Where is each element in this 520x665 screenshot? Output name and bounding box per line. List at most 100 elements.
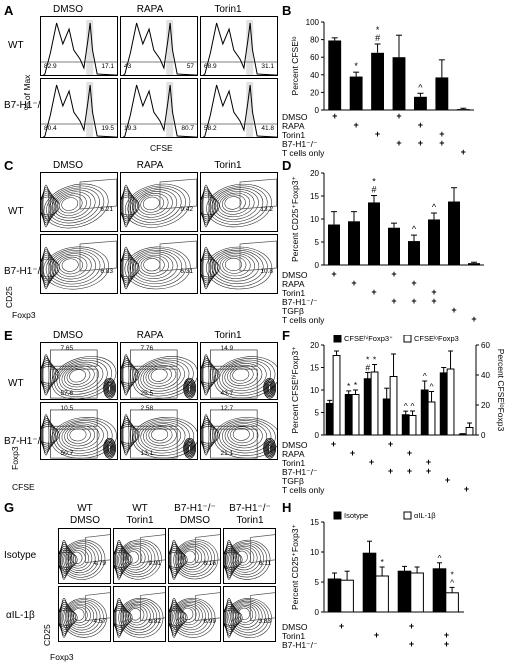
histogram-art: [201, 20, 277, 75]
gate-outline: [50, 349, 98, 399]
condition-plus: +: [443, 630, 450, 640]
bar-white: [445, 592, 459, 613]
col-title-rapa: RAPA: [136, 330, 164, 341]
gate-outline: [130, 409, 178, 459]
y-tick-label: 0: [481, 431, 486, 440]
y-tick-label: 15: [310, 518, 319, 527]
bar-chart-f: 0 5 10 15 20 Percent CFSEʰⁱFoxp3⁺ 0 20 40 60 Perce…: [290, 335, 506, 440]
bar: [348, 221, 360, 265]
flow-plot-box: 82.9 17.1: [40, 16, 118, 76]
contour-plot-art: [59, 597, 107, 638]
condition-plus: +: [373, 630, 380, 640]
y-tick-label: 15: [310, 192, 319, 201]
gate-outline: [159, 178, 197, 210]
gate-percent-right: 19.5: [101, 124, 114, 132]
condition-plus: +: [444, 475, 451, 485]
histogram-xlabel: CFSE: [150, 143, 173, 153]
col-title-dmso: DMSO: [53, 160, 83, 171]
condition-label: RAPA: [282, 279, 305, 289]
significance-mark: #: [371, 185, 376, 195]
panel-letter-e: E: [4, 328, 13, 343]
condition-plus: +: [471, 314, 477, 324]
gate-percent-left: 82.9: [44, 62, 57, 70]
bar: [435, 77, 449, 110]
significance-mark: ^: [411, 401, 415, 411]
bar-black: [363, 378, 372, 436]
bar-black: [432, 568, 447, 613]
contour-plot-art: [41, 354, 117, 399]
y-tick-label: 40: [481, 371, 490, 380]
bar-white: [408, 415, 417, 436]
flow-plot-box: 6.21: [40, 172, 118, 232]
significance-mark: #: [365, 362, 370, 372]
legend-label: CFSEˡᵒFoxp3: [414, 335, 459, 343]
significance-mark: *: [372, 177, 376, 187]
condition-plus: +: [417, 138, 424, 148]
bar: [392, 57, 406, 110]
legend-label: αIL-1β: [414, 511, 436, 520]
condition-plus: +: [439, 138, 445, 148]
contour-plot-art: [114, 597, 164, 638]
significance-mark: *: [354, 380, 358, 390]
bar-white: [340, 579, 354, 613]
condition-plus: +: [391, 296, 397, 306]
gate-percent-right: 41.8: [261, 124, 274, 132]
flow-plot-box: 10.8: [200, 234, 278, 294]
col-title-treatment: Torin1: [236, 515, 264, 526]
condition-plus: +: [331, 269, 337, 279]
flow-plot-box: 4.79: [58, 528, 111, 584]
contour-plot-art: [201, 183, 272, 228]
col-title-genotype: WT: [132, 503, 148, 514]
row-label-wt: WT: [8, 378, 24, 389]
gate-percent-upper: 10.5: [60, 405, 74, 412]
significance-mark: ^: [438, 553, 442, 563]
bar-white: [370, 371, 379, 436]
bar-white: [375, 575, 389, 613]
contour-e-xlabel: CFSE: [12, 482, 35, 492]
condition-label: B7-H1⁻/⁻: [282, 297, 318, 307]
bar-black: [344, 394, 353, 436]
y-tick-label: 40: [310, 71, 319, 80]
flow-plot-box: 68.9 31.1: [200, 16, 278, 76]
y-tick-label: 15: [310, 364, 319, 373]
condition-plus: +: [338, 621, 345, 631]
flow-plot-box: 43 57: [120, 16, 198, 76]
gate-outline: [195, 534, 220, 563]
significance-mark: ^: [418, 82, 423, 92]
panel-letter-f: F: [282, 328, 290, 343]
gate-percent-right: 57: [186, 62, 194, 70]
significance-mark: *: [347, 381, 351, 391]
bar-black: [382, 398, 391, 436]
gate-percent: 10.8: [260, 268, 273, 275]
bar: [448, 201, 460, 265]
y-tick-label: 20: [310, 169, 319, 178]
condition-plus: +: [330, 439, 337, 449]
histogram-art: [41, 20, 117, 75]
bar: [414, 96, 427, 110]
condition-label: T cells only: [282, 148, 325, 158]
contour-plot-art: [121, 183, 191, 228]
y-tick-label: 5: [315, 238, 320, 247]
gate-percent-upper: 7.76: [140, 345, 154, 352]
bar-white: [332, 355, 341, 436]
panel-letter-g: G: [4, 500, 15, 515]
condition-plus: +: [425, 457, 432, 467]
legend-swatch: [333, 511, 342, 520]
gate-percent-lower: 25.5: [140, 390, 154, 397]
y-tick-label: 20: [310, 341, 319, 350]
y-tick-label: 60: [310, 53, 319, 62]
condition-label: RAPA: [282, 121, 305, 131]
significance-mark: *: [450, 569, 454, 579]
row-label-wt: WT: [8, 40, 24, 51]
row-label-b7h1: B7-H1⁻/⁻: [4, 436, 46, 447]
gate-outline: [210, 409, 258, 459]
legend-swatch: [403, 511, 412, 520]
bar: [388, 227, 400, 265]
col-title-genotype: B7-H1⁻/⁻: [174, 503, 216, 514]
contour-plot-art: [59, 539, 106, 580]
condition-plus: +: [425, 466, 432, 476]
y-tick-label: 100: [306, 18, 320, 27]
contour-plot-art: [121, 246, 191, 290]
row-label-wt: WT: [8, 206, 24, 217]
